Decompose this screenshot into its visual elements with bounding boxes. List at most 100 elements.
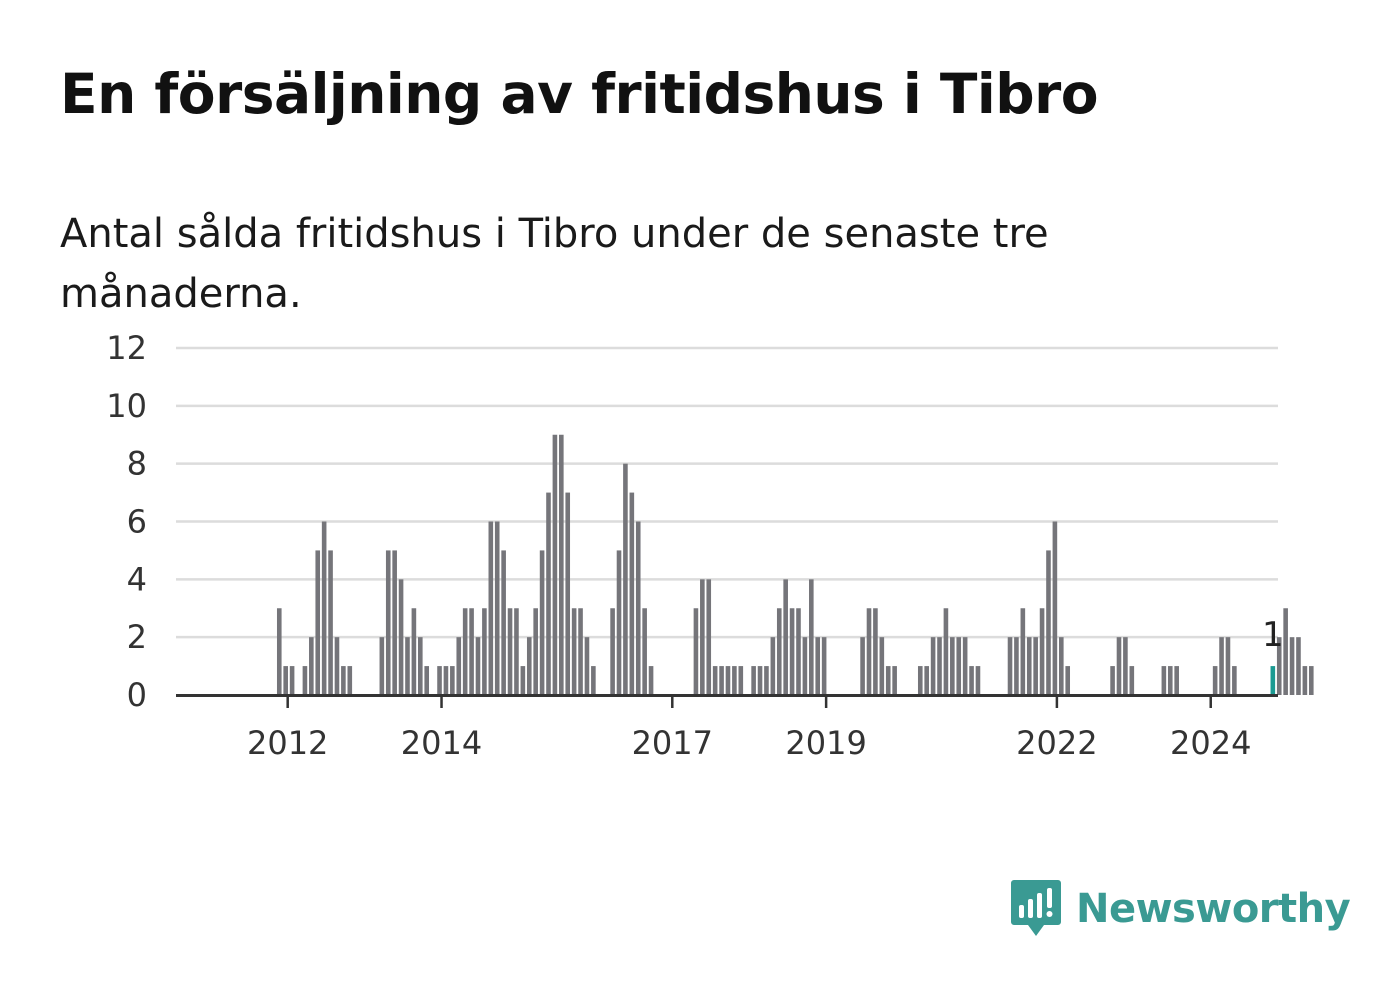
bar	[616, 550, 622, 695]
bar	[642, 608, 647, 695]
bar-chart: 0 2 4 6 8 10 12 2012 2014 2017 2019 2022 2024 1	[106, 329, 1314, 762]
bar	[276, 608, 282, 695]
bar	[950, 637, 955, 695]
bar	[700, 579, 705, 695]
x-tick-label: 2019	[785, 724, 866, 762]
bar	[571, 608, 577, 695]
bar	[917, 666, 923, 695]
bar	[956, 637, 962, 695]
bar	[879, 637, 885, 695]
bar	[975, 666, 981, 695]
bar	[392, 550, 397, 695]
bar	[1059, 637, 1064, 695]
x-axis-ticks: 2012 2014 2017 2019 2022 2024	[247, 695, 1251, 762]
x-tick-label: 2017	[632, 724, 713, 762]
bar	[469, 608, 474, 695]
bar	[398, 579, 404, 695]
bar	[770, 637, 776, 695]
bar	[937, 637, 942, 695]
grid-lines	[176, 346, 1278, 639]
bar	[315, 550, 321, 695]
bar	[1219, 637, 1224, 695]
bar	[1033, 637, 1038, 695]
y-tick-label: 6	[127, 503, 147, 541]
bar	[526, 637, 532, 695]
bar	[815, 637, 821, 695]
bar	[860, 637, 865, 695]
bar	[482, 608, 487, 695]
bar	[635, 521, 641, 695]
bar	[751, 666, 756, 695]
y-tick-label: 8	[127, 445, 147, 483]
bar	[302, 666, 308, 695]
bar	[283, 666, 288, 695]
bar	[732, 666, 737, 695]
bar	[411, 608, 417, 695]
bar	[764, 666, 769, 695]
bar	[719, 666, 724, 695]
data-label-latest: 1	[1262, 615, 1284, 655]
bar	[796, 608, 801, 695]
bar	[610, 608, 615, 695]
bar	[943, 608, 949, 695]
y-tick-label: 0	[127, 676, 147, 714]
y-tick-label: 4	[127, 560, 147, 598]
bar	[1123, 637, 1128, 695]
bar	[1110, 666, 1115, 695]
bar	[1026, 637, 1032, 695]
bars	[276, 434, 1314, 695]
data-labels: 1	[1262, 615, 1284, 655]
bar	[379, 637, 385, 695]
bar	[962, 637, 968, 695]
bar	[289, 666, 295, 695]
bar	[783, 579, 788, 695]
y-tick-label: 12	[106, 329, 147, 367]
bar	[623, 463, 628, 695]
bar	[578, 608, 583, 695]
bar	[629, 492, 635, 695]
bar	[1161, 666, 1167, 695]
bar	[1116, 637, 1122, 695]
bar	[584, 637, 590, 695]
y-tick-label: 10	[106, 387, 147, 425]
bar	[347, 666, 353, 695]
bar	[1225, 637, 1231, 695]
bar-latest	[1270, 666, 1276, 695]
bar	[969, 666, 974, 695]
y-axis-tick-labels: 0 2 4 6 8 10 12	[106, 329, 147, 714]
chart-subtitle: Antal sålda fritidshus i Tibro under de …	[60, 211, 1049, 317]
bar	[885, 666, 891, 695]
bar	[514, 608, 519, 695]
bar	[424, 666, 430, 695]
bar	[1232, 666, 1237, 695]
bar	[1296, 637, 1301, 695]
bar	[725, 666, 731, 695]
bar	[1007, 637, 1013, 695]
bar	[802, 637, 808, 695]
bar	[462, 608, 468, 695]
x-tick-label: 2022	[1016, 724, 1097, 762]
bar	[706, 579, 712, 695]
x-tick-label: 2024	[1170, 724, 1251, 762]
chart-title: En försäljning av fritidshus i Tibro	[60, 62, 1099, 126]
bar	[873, 608, 878, 695]
bar	[546, 492, 551, 695]
bar	[1129, 666, 1135, 695]
bar	[533, 608, 538, 695]
bar	[1039, 608, 1045, 695]
bar	[712, 666, 718, 695]
bar	[520, 666, 526, 695]
bar	[1308, 666, 1314, 695]
bar	[418, 637, 423, 695]
bar	[321, 521, 327, 695]
bar	[1289, 637, 1295, 695]
bar	[1046, 550, 1051, 695]
bar	[1283, 608, 1288, 695]
bar	[552, 434, 558, 695]
bar	[693, 608, 699, 695]
bar	[821, 637, 827, 695]
bar	[776, 608, 782, 695]
bar	[738, 666, 744, 695]
bar	[456, 637, 462, 695]
bar	[437, 666, 442, 695]
